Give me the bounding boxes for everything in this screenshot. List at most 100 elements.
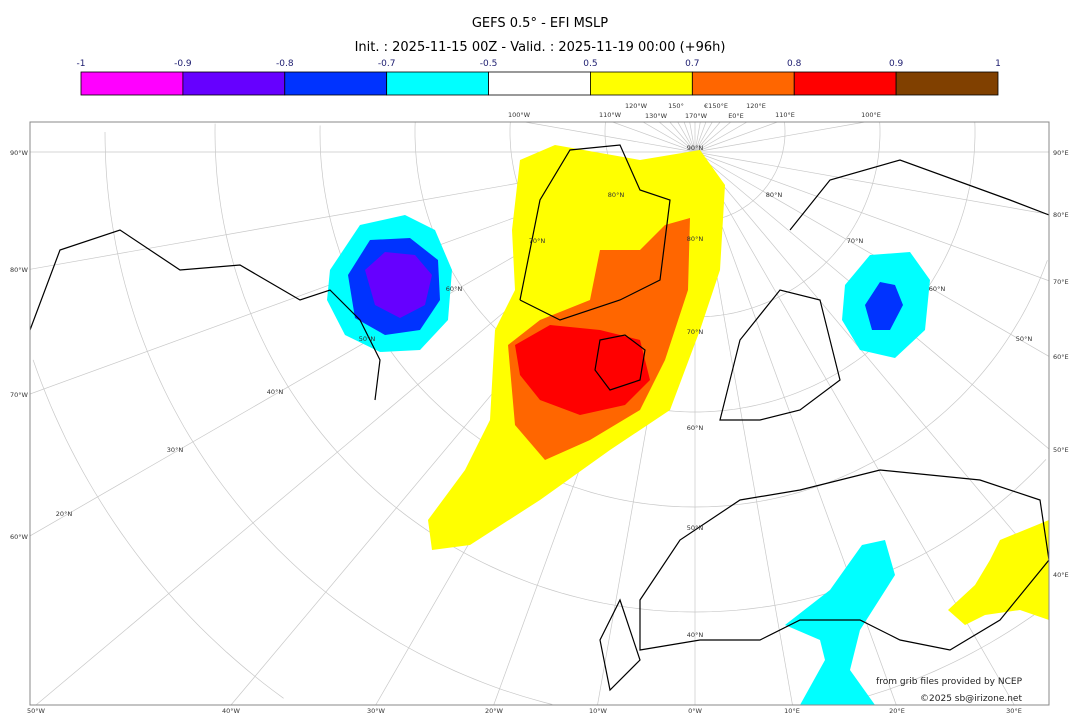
graticule-label: 80°E (1053, 211, 1069, 219)
graticule-label: 80°N (766, 191, 783, 199)
colorbar-segment (182, 71, 286, 96)
meridian-line (683, 122, 696, 153)
graticule-label: 0°W (688, 707, 702, 715)
colorbar-tick-label: -0.8 (276, 59, 294, 69)
colorbar-tick-label: 0.8 (787, 59, 802, 69)
map-subtitle: Init. : 2025-11-15 00Z - Valid. : 2025-1… (354, 40, 726, 55)
meridian-line (694, 151, 1049, 282)
efi-area-cyan-south (785, 540, 895, 705)
graticule-label: 90°W (10, 149, 29, 157)
meridian-line (694, 122, 866, 153)
map-frame (29, 121, 1050, 706)
meridian-line (612, 122, 696, 153)
efi-area-blue-east (865, 282, 903, 330)
meridian-line (669, 122, 696, 153)
colorbar-segment (691, 71, 795, 96)
meridian-line (694, 122, 721, 153)
efi-field (327, 145, 1049, 705)
colorbar-segment (895, 71, 999, 96)
colorbar-tick-label: -0.5 (480, 59, 498, 69)
graticule-label: 80°N (687, 235, 704, 243)
meridian-line (694, 122, 732, 153)
meridian-line (677, 122, 696, 153)
graticule-label: 110°E (775, 111, 795, 119)
parallel-line (104, 131, 553, 705)
meridian-line (524, 122, 696, 153)
graticule-label: 70°N (847, 237, 864, 245)
graticule-label: E0°E (728, 112, 744, 120)
graticule-label: 130°W (645, 112, 668, 120)
colorbar-segment (590, 71, 693, 96)
graticule-label: 60°N (446, 285, 463, 293)
colorbar-tick-label: 0.5 (583, 59, 597, 69)
graticule-label: €150°E (704, 102, 728, 110)
meridian-line (694, 151, 1049, 215)
efi-area-red-atlantic (515, 325, 650, 415)
meridian-line (694, 122, 713, 153)
graticule-label: 40°N (267, 388, 284, 396)
graticule-label: 20°E (889, 707, 905, 715)
meridian-line (689, 122, 696, 153)
graticule-label: 30°N (167, 446, 184, 454)
graticule-label: 30°W (367, 707, 386, 715)
graticule-label: 10°W (589, 707, 608, 715)
meridian-line (642, 122, 696, 153)
graticule-label: 110°W (599, 111, 622, 119)
graticule-label: 70°E (1053, 278, 1069, 286)
colorbar-segment (488, 71, 591, 96)
colorbar-tick-label: -0.9 (174, 59, 192, 69)
graticule-label: 90°E (1053, 149, 1069, 157)
colorbar-tick-label: -0.7 (378, 59, 396, 69)
colorbar-tick-label: 0.9 (889, 59, 904, 69)
colorbar-tick-label: 0.7 (685, 59, 699, 69)
meridian-line (658, 122, 696, 153)
graticule-label: 100°W (508, 111, 531, 119)
colorbar-tick-label: -1 (77, 59, 86, 69)
graticule-label: 70°N (529, 237, 546, 245)
parallel-line (837, 609, 1043, 705)
meridian-line (694, 122, 748, 153)
colorbar-segment (80, 71, 184, 96)
graticule-label: 40°E (1053, 571, 1069, 579)
graticule-labels: 90°W 80°W 70°W 60°W 90°E 80°E 70°E 60°E 50°E 40°E… (10, 102, 1069, 715)
graticule-label: 50°E (1053, 446, 1069, 454)
parallel-line (784, 122, 786, 132)
copyright-credit: ©2025 sb@irizone.net (920, 694, 1022, 704)
graticule-label: 70°W (10, 391, 29, 399)
meridian-line (694, 151, 1049, 357)
map-title: GEFS 0.5° - EFI MSLP (471, 16, 609, 31)
graticule-label: 10°E (784, 707, 800, 715)
graticule-label: 40°N (687, 631, 704, 639)
efi-area-yellow-east (948, 520, 1049, 625)
parallel-line (32, 359, 284, 699)
meridian-line (694, 122, 778, 153)
graticule-label: 60°W (10, 533, 29, 541)
graticule-label: 150° (668, 102, 684, 110)
graticule-label: 80°W (10, 266, 29, 274)
graticule-label: 70°N (687, 328, 704, 336)
graticule-label: 170°W (685, 112, 708, 120)
graticule-label: 50°N (359, 335, 376, 343)
graticule-label: 90°N (687, 144, 704, 152)
graticule-label: 120°E (746, 102, 766, 110)
colorbar-segment (284, 71, 388, 96)
colorbar-segment (793, 71, 897, 96)
graticule-label: 40°W (222, 707, 241, 715)
colorbar: -1 -0.9 -0.8 -0.7 -0.5 0.5 0.7 0.8 0.9 1 (77, 59, 1001, 96)
graticule-label: 50°W (27, 707, 46, 715)
graticule-label: 20°N (56, 510, 73, 518)
source-credit: from grib files provided by NCEP (876, 677, 1023, 687)
colorbar-segment (386, 71, 489, 96)
meridian-line (694, 151, 1049, 575)
graticule-label: 60°N (687, 424, 704, 432)
graticule-label: 100°E (861, 111, 881, 119)
coastlines (30, 144, 1049, 692)
graticule-label: 50°N (687, 524, 704, 532)
meridian-line (694, 122, 707, 153)
graticule-label: 30°E (1006, 707, 1022, 715)
graticule-label: 50°N (1016, 335, 1033, 343)
meridian-line (694, 122, 701, 153)
graticule-label: 60°E (1053, 353, 1069, 361)
